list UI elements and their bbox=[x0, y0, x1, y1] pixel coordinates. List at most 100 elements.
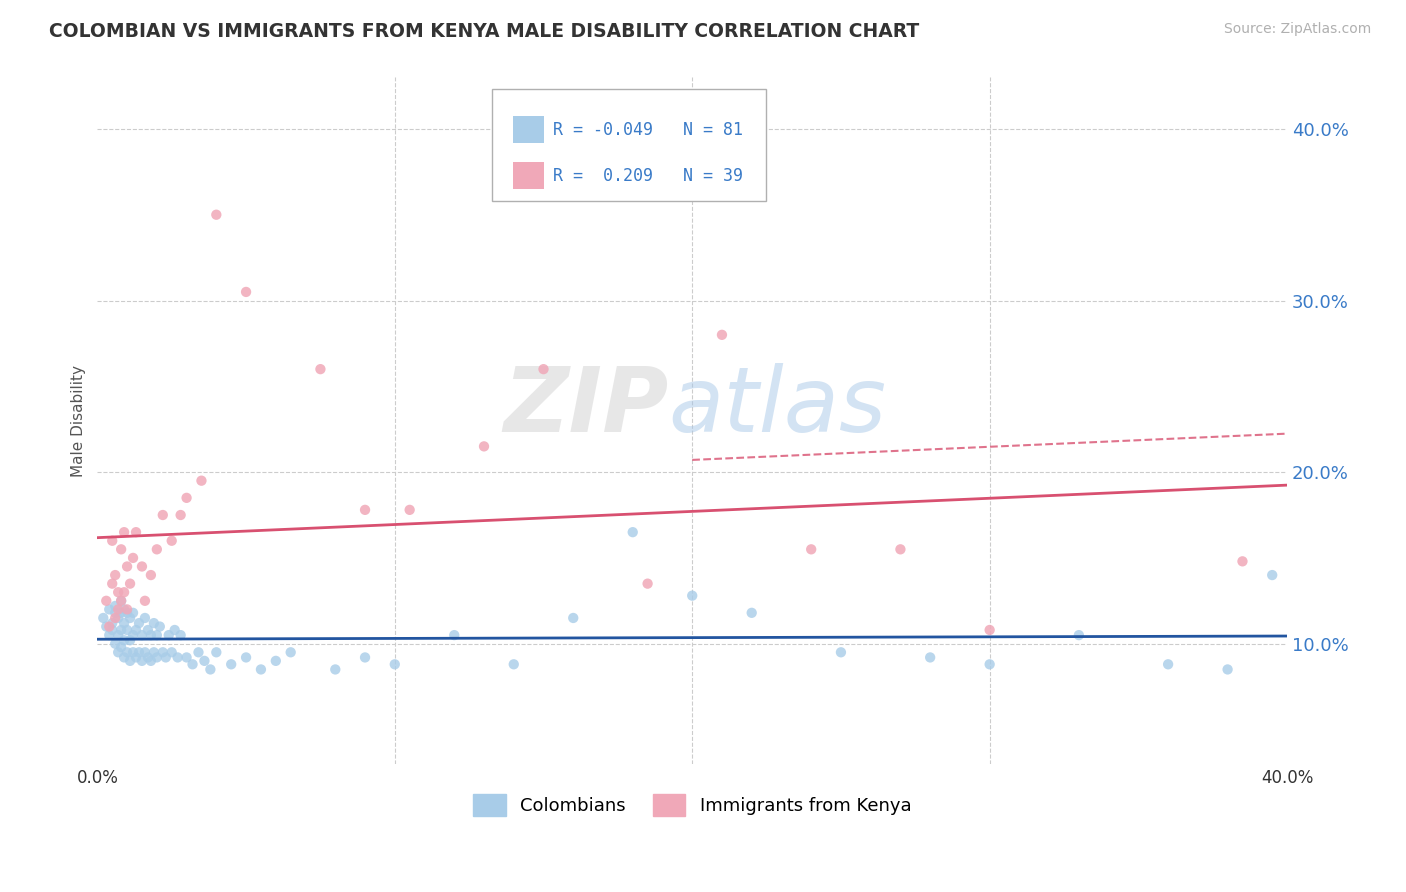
Point bbox=[125, 650, 148, 665]
Point bbox=[166, 650, 188, 665]
Point bbox=[205, 645, 228, 659]
Point bbox=[110, 594, 132, 608]
Point bbox=[219, 657, 242, 672]
Point bbox=[200, 663, 222, 677]
Point bbox=[160, 645, 183, 659]
Point bbox=[125, 525, 148, 540]
Point bbox=[104, 606, 127, 620]
Point bbox=[190, 474, 212, 488]
Point bbox=[128, 616, 150, 631]
Point bbox=[112, 633, 135, 648]
Point bbox=[1232, 554, 1254, 568]
Point bbox=[354, 650, 377, 665]
Point bbox=[115, 645, 138, 659]
Point bbox=[384, 657, 406, 672]
Point bbox=[107, 645, 129, 659]
Point bbox=[115, 623, 138, 637]
Text: ZIP: ZIP bbox=[503, 363, 668, 450]
Point bbox=[235, 650, 257, 665]
Point bbox=[155, 650, 177, 665]
Point bbox=[125, 623, 148, 637]
Point bbox=[115, 559, 138, 574]
Point bbox=[323, 663, 346, 677]
Point bbox=[193, 654, 215, 668]
Point bbox=[104, 599, 127, 613]
Point bbox=[112, 616, 135, 631]
Point bbox=[122, 628, 145, 642]
Point bbox=[101, 576, 124, 591]
Point bbox=[889, 542, 911, 557]
Point bbox=[120, 576, 142, 591]
Point bbox=[741, 606, 763, 620]
Point bbox=[104, 568, 127, 582]
Point bbox=[920, 650, 942, 665]
Point bbox=[120, 611, 142, 625]
Point bbox=[533, 362, 555, 376]
Point bbox=[235, 285, 257, 299]
Point bbox=[637, 576, 659, 591]
Point bbox=[107, 628, 129, 642]
Point bbox=[107, 585, 129, 599]
Point bbox=[472, 439, 495, 453]
Point bbox=[139, 628, 162, 642]
Point bbox=[1216, 663, 1239, 677]
Point bbox=[681, 589, 703, 603]
Point bbox=[115, 606, 138, 620]
Point bbox=[112, 525, 135, 540]
Point bbox=[136, 623, 159, 637]
Point bbox=[149, 619, 172, 633]
Point bbox=[134, 611, 156, 625]
Point bbox=[979, 623, 1001, 637]
Point bbox=[98, 602, 121, 616]
Point bbox=[800, 542, 823, 557]
Point bbox=[120, 633, 142, 648]
Point bbox=[139, 654, 162, 668]
Point bbox=[101, 623, 124, 637]
Point bbox=[110, 606, 132, 620]
Point bbox=[139, 568, 162, 582]
Point bbox=[110, 542, 132, 557]
Point bbox=[146, 628, 169, 642]
Point bbox=[264, 654, 287, 668]
Point bbox=[160, 533, 183, 548]
Point bbox=[122, 550, 145, 565]
Point bbox=[131, 559, 153, 574]
Point bbox=[128, 645, 150, 659]
Point bbox=[112, 650, 135, 665]
Point bbox=[1261, 568, 1284, 582]
Point bbox=[146, 650, 169, 665]
Point bbox=[146, 542, 169, 557]
Point bbox=[98, 619, 121, 633]
Point bbox=[398, 503, 420, 517]
Point bbox=[181, 657, 204, 672]
Point bbox=[112, 602, 135, 616]
Point bbox=[176, 491, 198, 505]
Point bbox=[122, 606, 145, 620]
Point bbox=[621, 525, 644, 540]
Point bbox=[112, 585, 135, 599]
Point bbox=[1067, 628, 1090, 642]
Point bbox=[157, 628, 180, 642]
Y-axis label: Male Disability: Male Disability bbox=[72, 365, 86, 476]
Legend: Colombians, Immigrants from Kenya: Colombians, Immigrants from Kenya bbox=[465, 787, 918, 823]
Point bbox=[107, 602, 129, 616]
Point bbox=[443, 628, 465, 642]
Point bbox=[309, 362, 332, 376]
Text: Source: ZipAtlas.com: Source: ZipAtlas.com bbox=[1223, 22, 1371, 37]
Point bbox=[96, 594, 118, 608]
Point bbox=[101, 616, 124, 631]
Point bbox=[710, 327, 733, 342]
Point bbox=[142, 645, 165, 659]
Point bbox=[354, 503, 377, 517]
Point bbox=[163, 623, 186, 637]
Text: R = -0.049   N = 81: R = -0.049 N = 81 bbox=[553, 120, 742, 138]
Point bbox=[131, 628, 153, 642]
Point bbox=[98, 628, 121, 642]
Point bbox=[104, 637, 127, 651]
Point bbox=[152, 508, 174, 522]
Point bbox=[110, 594, 132, 608]
Text: COLOMBIAN VS IMMIGRANTS FROM KENYA MALE DISABILITY CORRELATION CHART: COLOMBIAN VS IMMIGRANTS FROM KENYA MALE … bbox=[49, 22, 920, 41]
Text: atlas: atlas bbox=[668, 363, 886, 450]
Point bbox=[91, 611, 114, 625]
Point bbox=[134, 594, 156, 608]
